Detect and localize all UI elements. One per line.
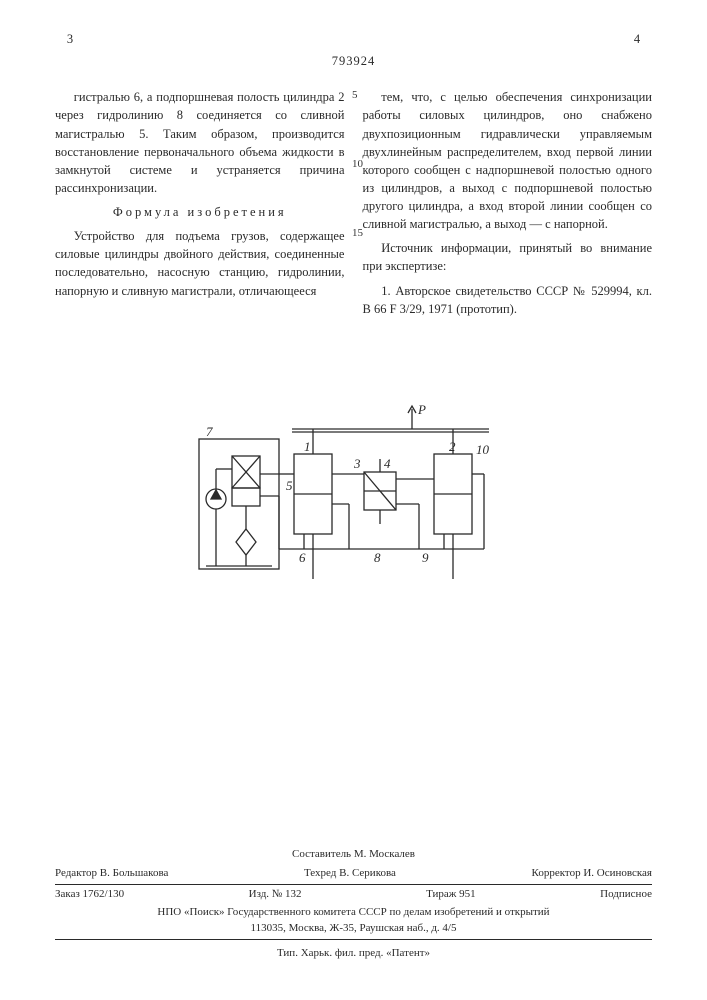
line-marker: 10 (352, 159, 363, 170)
page-number-left: 3 (55, 30, 85, 48)
left-column: гистралью 6, а подпоршневая полость ци­л… (55, 88, 345, 324)
divider (55, 939, 652, 940)
svg-text:4: 4 (384, 456, 391, 471)
para: гистралью 6, а подпоршневая полость ци­л… (55, 88, 345, 197)
svg-text:6: 6 (299, 550, 306, 565)
order-number: Заказ 1762/130 (55, 887, 124, 903)
formula-heading: Формула изобретения (55, 203, 345, 221)
para: 1. Авторское свидетельство СССР № 529994… (363, 282, 653, 318)
hydraulic-diagram: 1 2 3 4 5 6 7 8 9 10 P (174, 384, 534, 614)
svg-text:10: 10 (476, 442, 490, 457)
tech-editor: Техред В. Серикова (304, 866, 396, 882)
printer: Тип. Харьк. фил. пред. «Патент» (55, 946, 652, 962)
line-marker: 15 (352, 228, 363, 239)
issue-number: Изд. № 132 (249, 887, 302, 903)
svg-text:3: 3 (353, 456, 361, 471)
right-column: тем, что, с целью обеспечения синхрониза… (363, 88, 653, 324)
svg-text:7: 7 (206, 424, 213, 439)
editor: Редактор В. Большакова (55, 866, 168, 882)
subscription: Подписное (600, 887, 652, 903)
patent-number: 793924 (55, 52, 652, 70)
para: Устройство для подъема грузов, содер­жащ… (55, 227, 345, 300)
line-marker: 5 (352, 90, 363, 101)
organization: НПО «Поиск» Государственного комитета СС… (55, 905, 652, 921)
svg-text:8: 8 (374, 550, 381, 565)
svg-text:1: 1 (304, 439, 311, 454)
page-number-right: 4 (622, 30, 652, 48)
para: тем, что, с целью обеспечения синхрониза… (363, 88, 653, 233)
svg-text:9: 9 (422, 550, 429, 565)
line-number-markers: 5 10 15 (352, 90, 363, 297)
corrector: Корректор И. Осиновская (532, 866, 652, 882)
tirazh: Тираж 951 (426, 887, 476, 903)
address: 113035, Москва, Ж-35, Раушская наб., д. … (55, 921, 652, 937)
imprint-block: Составитель М. Москалев Редактор В. Боль… (55, 847, 652, 962)
svg-text:P: P (417, 402, 426, 417)
compiler: Составитель М. Москалев (55, 847, 652, 863)
svg-text:5: 5 (286, 478, 293, 493)
svg-text:2: 2 (449, 439, 456, 454)
para: Источник информации, принятый во внимани… (363, 239, 653, 275)
divider (55, 884, 652, 885)
